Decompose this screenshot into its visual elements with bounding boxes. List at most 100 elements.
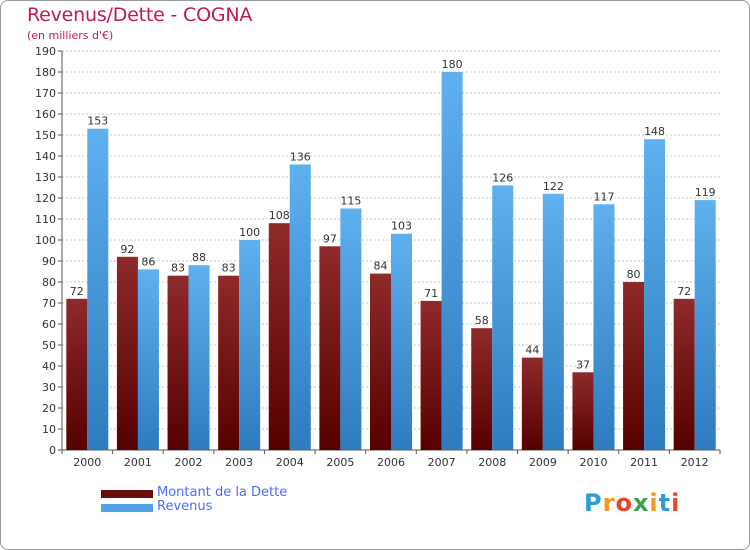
value-label-dette: 58 bbox=[475, 314, 489, 327]
x-tick-label: 2000 bbox=[73, 456, 101, 469]
bar-dette bbox=[268, 223, 290, 450]
bar-revenus bbox=[441, 72, 463, 450]
y-tick-label: 30 bbox=[42, 381, 56, 394]
bar-revenus bbox=[542, 193, 564, 451]
logo-letter: r bbox=[602, 489, 616, 517]
y-tick-label: 110 bbox=[35, 213, 56, 226]
y-tick-label: 180 bbox=[35, 66, 56, 79]
legend-swatch-dette bbox=[101, 490, 153, 498]
value-label-revenus: 115 bbox=[340, 195, 361, 208]
value-label-revenus: 148 bbox=[644, 125, 665, 138]
bar-revenus bbox=[137, 269, 159, 450]
value-label-dette: 108 bbox=[269, 209, 290, 222]
value-label-dette: 44 bbox=[525, 344, 539, 357]
x-tick-label: 2003 bbox=[225, 456, 253, 469]
y-tick-label: 50 bbox=[42, 339, 56, 352]
bar-revenus bbox=[340, 208, 362, 450]
y-tick-label: 60 bbox=[42, 318, 56, 331]
value-label-revenus: 122 bbox=[543, 180, 564, 193]
y-tick-label: 120 bbox=[35, 192, 56, 205]
logo-letter: x bbox=[632, 489, 650, 517]
logo-letter: o bbox=[615, 489, 633, 517]
x-tick-label: 2001 bbox=[124, 456, 152, 469]
bar-dette bbox=[521, 357, 543, 450]
bar-revenus bbox=[644, 139, 666, 450]
value-label-revenus: 180 bbox=[442, 58, 463, 71]
bar-dette bbox=[623, 282, 645, 450]
bar-revenus bbox=[239, 240, 261, 450]
value-label-revenus: 100 bbox=[239, 226, 260, 239]
y-tick-label: 20 bbox=[42, 402, 56, 415]
bar-revenus bbox=[492, 185, 514, 450]
logo-letter: t bbox=[658, 489, 672, 517]
x-tick-label: 2012 bbox=[681, 456, 709, 469]
y-tick-label: 170 bbox=[35, 87, 56, 100]
y-tick-label: 40 bbox=[42, 360, 56, 373]
bar-dette bbox=[319, 246, 341, 450]
bar-revenus bbox=[289, 164, 311, 450]
bar-dette bbox=[370, 273, 391, 450]
value-label-revenus: 117 bbox=[593, 190, 614, 203]
x-tick-label: 2002 bbox=[175, 456, 203, 469]
proxiti-logo: Proxiti bbox=[584, 489, 680, 517]
logo-letter: P bbox=[584, 489, 603, 517]
bar-dette bbox=[471, 328, 493, 450]
value-label-dette: 37 bbox=[576, 358, 590, 371]
bar-dette bbox=[420, 300, 442, 450]
value-label-revenus: 119 bbox=[695, 186, 716, 199]
y-tick-label: 90 bbox=[42, 255, 56, 268]
value-label-revenus: 88 bbox=[192, 251, 206, 264]
bar-dette bbox=[66, 298, 88, 450]
x-tick-label: 2008 bbox=[478, 456, 506, 469]
bar-dette bbox=[116, 256, 138, 450]
bar-revenus bbox=[694, 200, 716, 450]
bar-revenus bbox=[593, 204, 615, 450]
chart-subtitle: (en milliers d'€) bbox=[27, 29, 114, 42]
bar-revenus bbox=[391, 233, 412, 450]
chart-title: Revenus/Dette - COGNA bbox=[27, 4, 253, 26]
x-tick-label: 2004 bbox=[276, 456, 304, 469]
value-label-revenus: 126 bbox=[492, 171, 513, 184]
y-tick-label: 0 bbox=[49, 444, 56, 457]
logo-letter: i bbox=[671, 489, 681, 517]
logo-letter: i bbox=[649, 489, 659, 517]
y-tick-label: 140 bbox=[35, 150, 56, 163]
x-tick-label: 2005 bbox=[326, 456, 354, 469]
legend-swatch-revenus bbox=[101, 504, 153, 512]
y-tick-label: 100 bbox=[35, 234, 56, 247]
bar-dette bbox=[167, 275, 189, 450]
value-label-dette: 83 bbox=[222, 262, 236, 275]
y-tick-label: 150 bbox=[35, 129, 56, 142]
y-tick-label: 130 bbox=[35, 171, 56, 184]
y-tick-label: 70 bbox=[42, 297, 56, 310]
x-tick-label: 2009 bbox=[529, 456, 557, 469]
bar-dette bbox=[572, 372, 594, 450]
value-label-revenus: 103 bbox=[391, 220, 412, 233]
value-label-dette: 72 bbox=[70, 285, 84, 298]
bar-dette bbox=[673, 298, 695, 450]
value-label-revenus: 153 bbox=[87, 115, 108, 128]
value-label-dette: 71 bbox=[424, 287, 438, 300]
value-label-revenus: 86 bbox=[141, 255, 155, 268]
y-tick-label: 160 bbox=[35, 108, 56, 121]
legend-label-dette: Montant de la Dette bbox=[157, 485, 288, 500]
bar-dette bbox=[218, 275, 240, 450]
bar-revenus bbox=[87, 128, 109, 450]
value-label-revenus: 136 bbox=[290, 150, 311, 163]
x-tick-label: 2007 bbox=[428, 456, 456, 469]
y-tick-label: 10 bbox=[42, 423, 56, 436]
y-tick-label: 190 bbox=[35, 45, 56, 58]
value-label-dette: 72 bbox=[677, 285, 691, 298]
y-tick-label: 80 bbox=[42, 276, 56, 289]
bar-revenus bbox=[188, 265, 210, 450]
value-label-dette: 92 bbox=[120, 243, 134, 256]
legend-label-revenus: Revenus bbox=[157, 499, 213, 514]
x-tick-label: 2006 bbox=[377, 456, 405, 469]
value-label-dette: 97 bbox=[323, 232, 337, 245]
value-label-dette: 80 bbox=[627, 268, 641, 281]
x-tick-label: 2011 bbox=[630, 456, 658, 469]
x-tick-label: 2010 bbox=[579, 456, 607, 469]
value-label-dette: 83 bbox=[171, 262, 185, 275]
